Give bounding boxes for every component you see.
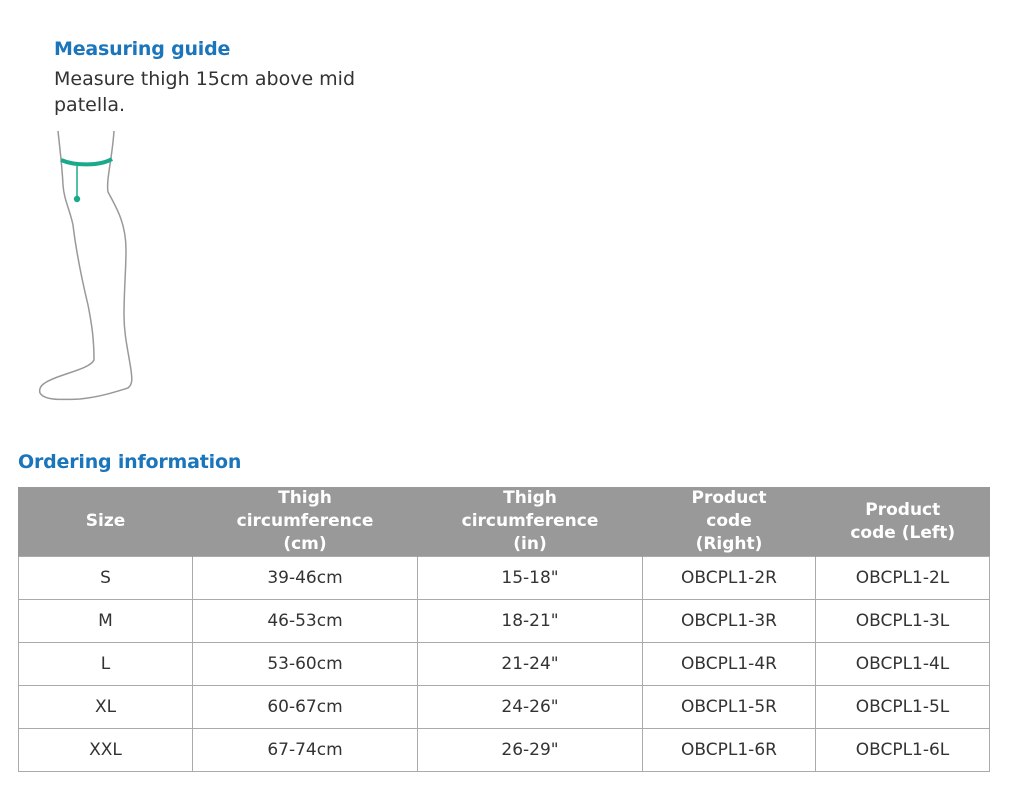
- cell-thigh-in: 15-18": [417, 556, 643, 600]
- cell-size: XL: [18, 685, 193, 729]
- measuring-guide-description: Measure thigh 15cm above mid patella.: [54, 68, 356, 116]
- cell-size: S: [18, 556, 193, 600]
- header-thigh-in: Thigh circumference (in): [417, 487, 643, 557]
- cell-size: L: [18, 642, 193, 686]
- cell-thigh-in: 21-24": [417, 642, 643, 686]
- table-row: XL 60-67cm 24-26" OBCPL1-5R OBCPL1-5L: [18, 685, 990, 729]
- ordering-title: Ordering information: [18, 451, 242, 473]
- cell-code-left: OBCPL1-2L: [815, 556, 990, 600]
- leg-illustration: [38, 130, 133, 401]
- header-code-right: Product code (Right): [642, 487, 816, 557]
- table-row: M 46-53cm 18-21" OBCPL1-3R OBCPL1-3L: [18, 599, 990, 643]
- cell-size: XXL: [18, 728, 193, 772]
- header-code-left: Product code (Left): [815, 487, 990, 557]
- cell-thigh-cm: 39-46cm: [192, 556, 418, 600]
- cell-code-right: OBCPL1-4R: [642, 642, 816, 686]
- cell-code-right: OBCPL1-5R: [642, 685, 816, 729]
- cell-code-left: OBCPL1-5L: [815, 685, 990, 729]
- table-row: S 39-46cm 15-18" OBCPL1-2R OBCPL1-2L: [18, 556, 990, 600]
- ordering-table: Size Thigh circumference (cm) Thigh circ…: [18, 487, 990, 772]
- measure-point: [73, 195, 81, 203]
- cell-size: M: [18, 599, 193, 643]
- cell-code-right: OBCPL1-3R: [642, 599, 816, 643]
- cell-code-left: OBCPL1-6L: [815, 728, 990, 772]
- table-row: L 53-60cm 21-24" OBCPL1-4R OBCPL1-4L: [18, 642, 990, 686]
- cell-thigh-cm: 53-60cm: [192, 642, 418, 686]
- cell-code-left: OBCPL1-3L: [815, 599, 990, 643]
- cell-code-right: OBCPL1-2R: [642, 556, 816, 600]
- cell-thigh-cm: 46-53cm: [192, 599, 418, 643]
- header-thigh-cm: Thigh circumference (cm): [192, 487, 418, 557]
- cell-thigh-in: 18-21": [417, 599, 643, 643]
- cell-thigh-cm: 60-67cm: [192, 685, 418, 729]
- table-header-row: Size Thigh circumference (cm) Thigh circ…: [18, 487, 990, 557]
- cell-thigh-in: 24-26": [417, 685, 643, 729]
- table-row: XXL 67-74cm 26-29" OBCPL1-6R OBCPL1-6L: [18, 728, 990, 772]
- leg-outline: [38, 130, 133, 401]
- cell-thigh-cm: 67-74cm: [192, 728, 418, 772]
- measuring-tape: [60, 157, 114, 167]
- measuring-guide-title: Measuring guide: [54, 38, 231, 60]
- cell-thigh-in: 26-29": [417, 728, 643, 772]
- header-size: Size: [18, 487, 193, 557]
- cell-code-left: OBCPL1-4L: [815, 642, 990, 686]
- cell-code-right: OBCPL1-6R: [642, 728, 816, 772]
